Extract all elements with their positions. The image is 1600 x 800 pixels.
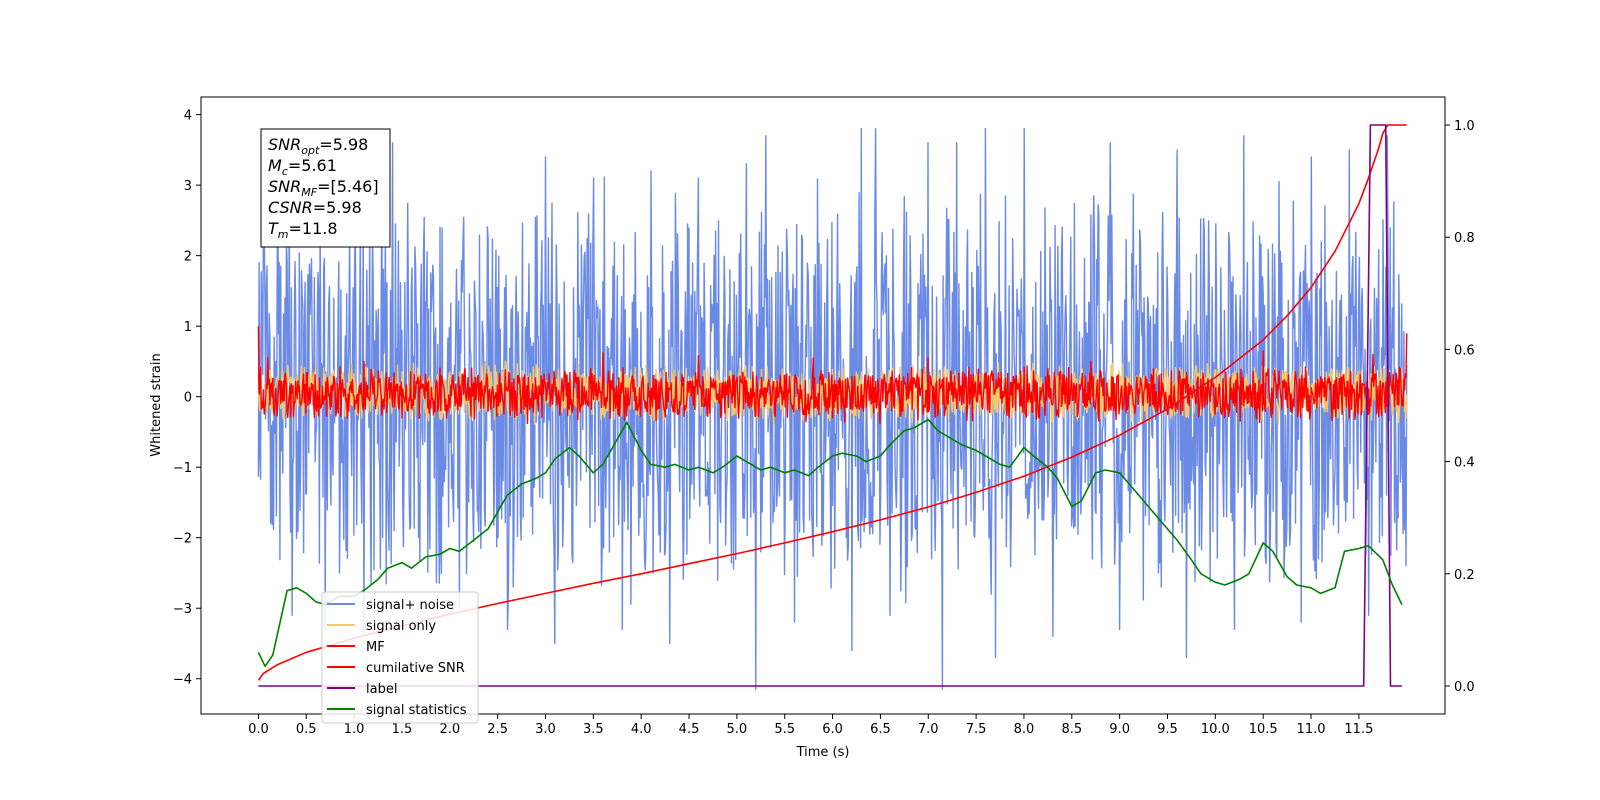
y-axis-left-label: Whitened strain: [149, 353, 164, 456]
x-tick-label: 4.0: [631, 722, 652, 737]
x-tick-label: 9.5: [1157, 722, 1178, 737]
x-tick-label: 2.0: [439, 722, 460, 737]
x-tick-label: 0.5: [296, 722, 317, 737]
y-left-tick-label: 2: [184, 250, 192, 265]
x-tick-label: 10.0: [1201, 722, 1230, 737]
x-tick-label: 4.5: [679, 722, 700, 737]
x-tick-label: 6.0: [822, 722, 843, 737]
legend-label-label: label: [366, 682, 397, 697]
y-left-tick-label: 1: [184, 320, 192, 335]
x-tick-label: 8.0: [1014, 722, 1035, 737]
x-tick-label: 3.5: [583, 722, 604, 737]
legend-label-signal-statistics: signal statistics: [366, 703, 467, 718]
series-signal-statistics-line: [257, 418, 1403, 668]
y-left-tick-label: 3: [184, 179, 192, 194]
y-left-tick-label: −2: [173, 532, 192, 547]
y-left-tick-label: 4: [184, 109, 192, 124]
legend-label-cumilative-snr: cumilative SNR: [366, 661, 465, 676]
series-mf-line: [257, 326, 1408, 425]
x-tick-label: 1.0: [344, 722, 365, 737]
plot-frame: [200, 96, 1446, 715]
y-axis-left: −4 −3 −2 −1 0 1 2 3 4: [173, 109, 201, 688]
x-tick-label: 5.0: [727, 722, 748, 737]
x-tick-label: 7.5: [966, 722, 987, 737]
x-tick-label: 11.0: [1297, 722, 1326, 737]
legend-label-signal-noise: signal+ noise: [366, 598, 454, 613]
x-tick-label: 11.5: [1344, 722, 1373, 737]
y-axis-right: 0.0 0.2 0.4 0.6 0.8 1.0: [1445, 119, 1475, 695]
y-left-tick-label: −3: [173, 602, 192, 617]
series-label-line: [258, 124, 1402, 687]
annotation-line: SNRopt=5.98: [268, 135, 368, 157]
annotation-line: Tm=11.8: [268, 219, 338, 241]
x-tick-label: 2.5: [487, 722, 508, 737]
x-tick-label: 7.0: [918, 722, 939, 737]
legend-label-mf: MF: [366, 640, 385, 655]
legend: signal+ noise signal only MF cumilative SNR…: [321, 591, 479, 724]
y-left-tick-label: −1: [173, 461, 192, 476]
y-right-tick-label: 0.6: [1454, 343, 1475, 358]
y-right-tick-label: 0.2: [1454, 568, 1475, 583]
legend-frame: [321, 591, 479, 724]
x-tick-label: 8.5: [1061, 722, 1082, 737]
x-tick-label: 10.5: [1249, 722, 1278, 737]
legend-label-signal-only: signal only: [366, 619, 436, 634]
x-tick-label: 3.0: [535, 722, 556, 737]
y-left-tick-label: 0: [184, 391, 192, 406]
y-right-tick-label: 0.0: [1454, 680, 1475, 695]
y-left-tick-label: −4: [173, 673, 192, 688]
y-right-tick-label: 0.8: [1454, 231, 1475, 246]
x-tick-label: 0.0: [248, 722, 269, 737]
y-right-tick-label: 0.4: [1454, 456, 1475, 471]
x-tick-label: 6.5: [870, 722, 891, 737]
x-axis: 0.0 0.5 1.0 1.5 2.0 2.5 3.0 3.5 4.0 4.5 5.0 5.5 6.0 6…: [248, 714, 1373, 737]
annotation-line: SNRMF=[5.46]: [268, 177, 379, 199]
annotation-line: Mc=5.61: [268, 156, 337, 178]
annotation-line: CSNR=5.98: [268, 198, 362, 217]
x-tick-label: 9.0: [1109, 722, 1130, 737]
x-tick-label: 1.5: [392, 722, 413, 737]
y-right-tick-label: 1.0: [1454, 119, 1475, 134]
x-tick-label: 5.5: [774, 722, 795, 737]
x-axis-label: Time (s): [796, 745, 850, 760]
